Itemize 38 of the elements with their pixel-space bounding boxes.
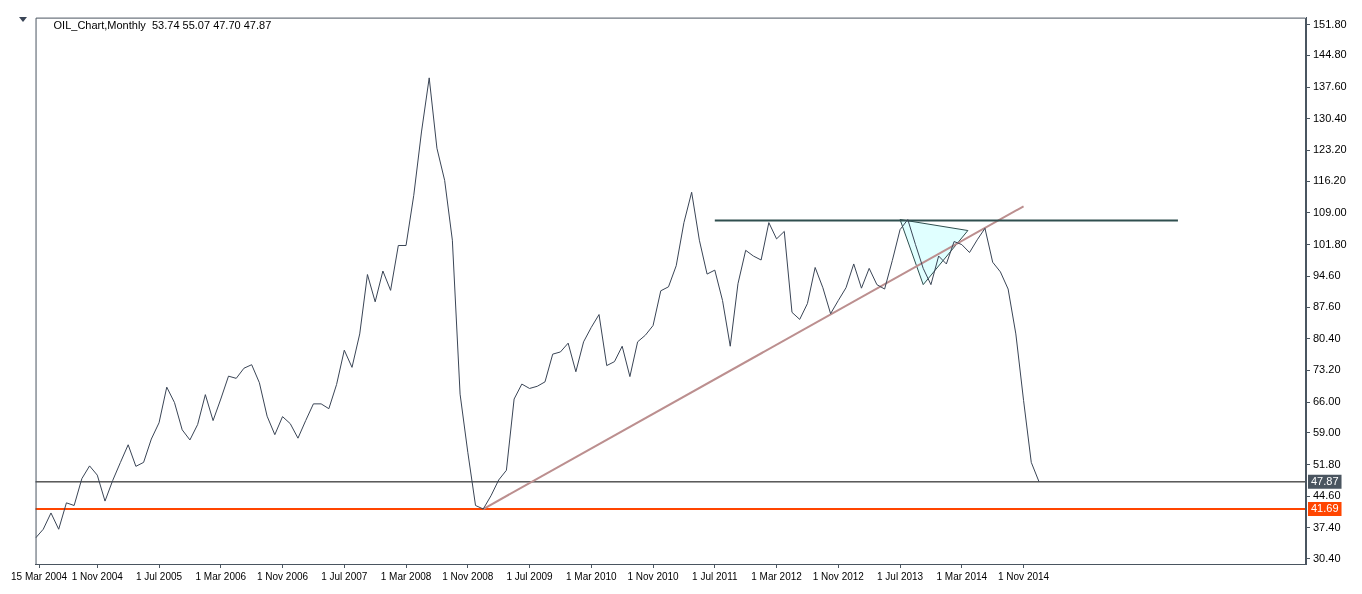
x-tick-label: 1 Jul 2013 bbox=[876, 570, 924, 582]
y-tick-label: 144.80 bbox=[1313, 48, 1347, 61]
x-tick-label: 1 Mar 2012 bbox=[751, 570, 803, 582]
x-tick-label: 1 Nov 2006 bbox=[256, 570, 309, 582]
y-tick-label: 80.40 bbox=[1313, 331, 1341, 344]
y-tick-label: 30.40 bbox=[1313, 551, 1341, 564]
y-tick-label: 109.00 bbox=[1313, 205, 1347, 218]
y-tick-label: 137.60 bbox=[1313, 80, 1347, 93]
y-tick-label: 101.80 bbox=[1313, 237, 1347, 250]
y-tick-label: 37.40 bbox=[1313, 520, 1341, 533]
x-tick-label: 1 Nov 2010 bbox=[627, 570, 680, 582]
x-tick-label: 1 Nov 2012 bbox=[812, 570, 865, 582]
y-tick-label: 116.20 bbox=[1313, 174, 1346, 187]
y-tick-label: 151.80 bbox=[1313, 17, 1347, 30]
y-tick-label: 130.40 bbox=[1313, 111, 1347, 124]
y-tick-label: 66.00 bbox=[1313, 395, 1341, 408]
x-tick-label: 1 Nov 2008 bbox=[442, 570, 494, 582]
x-tick-label: 1 Jul 2011 bbox=[692, 570, 738, 582]
x-tick-label: 1 Mar 2006 bbox=[195, 570, 247, 582]
x-tick-label: 1 Mar 2014 bbox=[936, 570, 988, 582]
x-tick-label: 1 Mar 2010 bbox=[566, 570, 618, 582]
y-tick-label: 87.60 bbox=[1313, 300, 1341, 313]
x-tick-label: 1 Jul 2007 bbox=[321, 570, 368, 582]
y-tick-label: 94.60 bbox=[1313, 269, 1341, 282]
chart-title: OIL_Chart,Monthly 53.74 55.07 47.70 47.87 bbox=[53, 18, 272, 31]
y-tick-label: 51.80 bbox=[1313, 457, 1341, 470]
y-tick-label: 59.00 bbox=[1313, 425, 1341, 438]
x-tick-label: 1 Jul 2005 bbox=[135, 570, 183, 582]
x-tick-label: 1 Mar 2008 bbox=[380, 570, 432, 582]
y-tick-label: 44.60 bbox=[1313, 489, 1341, 502]
ref-line-label: 47.87 bbox=[1311, 474, 1339, 487]
y-tick-label: 73.20 bbox=[1313, 363, 1341, 376]
x-tick-label: 1 Jul 2009 bbox=[506, 570, 554, 582]
y-tick-label: 123.20 bbox=[1313, 143, 1347, 156]
ref-line-label: 41.69 bbox=[1311, 502, 1339, 515]
x-tick-label: 1 Nov 2004 bbox=[71, 570, 124, 582]
x-tick-label: 15 Mar 2004 bbox=[11, 570, 68, 582]
x-tick-label: 1 Nov 2014 bbox=[997, 570, 1050, 582]
